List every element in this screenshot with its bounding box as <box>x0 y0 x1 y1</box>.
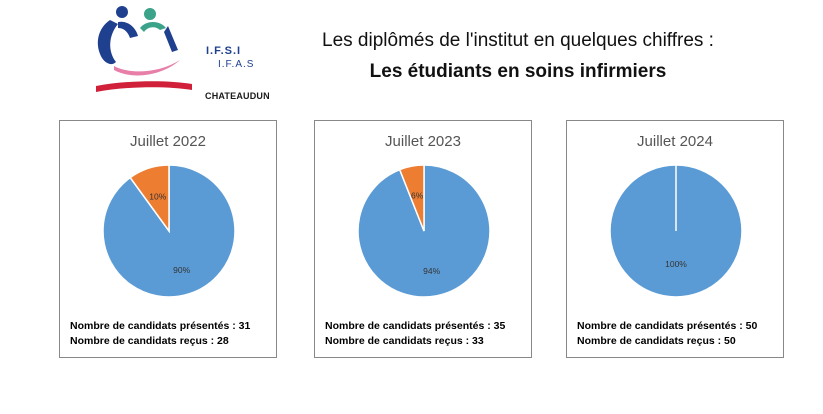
slice-label-recus: 90% <box>173 265 190 275</box>
pie-slice-non-recus <box>398 164 425 232</box>
slice-label-non-recus: 6% <box>411 190 424 200</box>
stat-presentes: Nombre de candidats présentés : 50 <box>577 320 758 332</box>
stat-recus: Nombre de candidats reçus : 28 <box>70 335 229 347</box>
stat-presentes: Nombre de candidats présentés : 31 <box>70 320 251 332</box>
slice-label-non-recus: 10% <box>149 191 166 201</box>
slice-label-recus: 100% <box>665 259 687 269</box>
stats-block: Nombre de candidats présentés : 35 Nombr… <box>325 319 505 349</box>
logo-city: CHATEAUDUN <box>205 91 270 101</box>
page-title: Les diplômés de l'institut en quelques c… <box>322 30 714 51</box>
chart-title: Juillet 2023 <box>385 133 461 150</box>
pie-slice-non-recus <box>129 164 170 234</box>
stat-recus: Nombre de candidats reçus : 50 <box>577 335 736 347</box>
chart-panel-2023: Juillet 2023 94% 6% Nombre de candidats p… <box>314 120 532 358</box>
logo-text-ifsi: I.F.S.I <box>206 45 242 57</box>
chart-panel-2022: Juillet 2022 90% 10% Nombre de candidats … <box>59 120 277 358</box>
stat-presentes: Nombre de candidats présentés : 35 <box>325 320 506 332</box>
stats-block: Nombre de candidats présentés : 50 Nombr… <box>577 319 757 349</box>
chart-title: Juillet 2024 <box>637 133 713 150</box>
stats-block: Nombre de candidats présentés : 31 Nombr… <box>70 319 250 349</box>
page-heading: Les diplômés de l'institut en quelques c… <box>248 30 788 83</box>
page-subtitle: Les étudiants en soins infirmiers <box>369 61 667 82</box>
pie-chart-2022: 90% 10% <box>102 164 236 298</box>
institute-logo: I.F.S.I I.F.A.S CHATEAUDUN <box>88 4 270 104</box>
pie-chart-2023: 94% 6% <box>357 164 491 298</box>
logo-graphic <box>96 6 192 92</box>
pie-chart-2024: 100% <box>609 164 743 298</box>
chart-title: Juillet 2022 <box>130 133 206 150</box>
slice-label-recus: 94% <box>423 266 440 276</box>
logo-text-ifas: I.F.A.S <box>218 59 255 70</box>
chart-panel-2024: Juillet 2024 100% Nombre de candidats pr… <box>566 120 784 358</box>
stat-recus: Nombre de candidats reçus : 33 <box>325 335 484 347</box>
